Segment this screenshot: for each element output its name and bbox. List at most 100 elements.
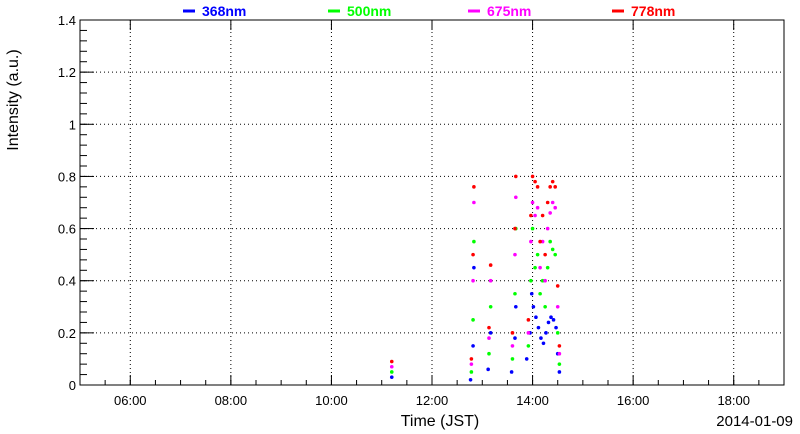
data-point	[488, 331, 493, 335]
data-point	[545, 200, 550, 205]
data-point	[557, 351, 562, 356]
data-point	[526, 318, 531, 322]
y-tick-label: 0.8	[58, 169, 76, 184]
data-point	[546, 320, 551, 325]
legend-label: 778nm	[631, 3, 675, 19]
data-point	[550, 179, 555, 184]
data-point	[557, 344, 562, 348]
data-point	[514, 195, 518, 200]
data-point	[555, 284, 560, 288]
data-point	[529, 291, 534, 296]
data-point	[513, 336, 517, 340]
data-point	[488, 278, 493, 283]
date-label: 2014-01-09	[716, 413, 793, 430]
axes-layer: 06:00 08:00 10:00 12:00 14:00 16:00 18:00 0 0.2 0…	[58, 13, 785, 408]
data-point	[548, 239, 552, 244]
data-point	[540, 213, 545, 218]
data-point	[531, 304, 536, 309]
x-tick-label: 08:00	[215, 393, 248, 408]
plot-frame	[79, 19, 785, 386]
y-tick-label: 0.2	[58, 326, 76, 341]
data-point	[538, 291, 542, 296]
data-point	[548, 211, 552, 215]
y-tick-label: 1.4	[58, 13, 76, 28]
data-point	[545, 226, 550, 231]
data-point	[539, 336, 543, 340]
data-point	[389, 359, 394, 364]
data-point	[555, 304, 560, 309]
data-point	[469, 362, 474, 366]
data-point	[472, 185, 476, 189]
data-point	[535, 252, 540, 257]
data-point	[543, 252, 547, 257]
data-point	[530, 200, 535, 205]
data-point	[514, 304, 518, 309]
data-point	[487, 351, 491, 356]
data-point	[550, 200, 555, 205]
data-point	[513, 252, 517, 257]
x-tick-label: 18:00	[717, 393, 750, 408]
y-tick-label: 0.4	[58, 274, 76, 289]
data-point	[469, 370, 474, 374]
x-axis-title: Time (JST)	[401, 413, 480, 430]
data-point	[543, 304, 547, 309]
data-point	[535, 185, 540, 189]
series-778nm	[389, 174, 562, 364]
data-point	[509, 370, 514, 374]
data-point	[472, 265, 476, 270]
data-point	[510, 357, 515, 361]
data-point	[526, 344, 531, 348]
series-675nm	[389, 195, 562, 369]
data-point	[533, 179, 537, 184]
legend-label: 675nm	[487, 3, 531, 19]
data-point	[513, 226, 517, 231]
data-point	[486, 367, 490, 372]
data-point	[526, 331, 531, 335]
data-point	[471, 252, 475, 257]
data-point	[389, 375, 394, 379]
x-tick-label: 06:00	[114, 393, 147, 408]
y-axis-title: Intensity (a.u.)	[5, 49, 22, 150]
data-point	[553, 185, 557, 189]
data-point	[487, 325, 491, 330]
data-point	[529, 213, 533, 218]
data-point	[549, 315, 553, 320]
y-tick-label: 0	[69, 378, 76, 393]
y-tick-label: 1.2	[58, 65, 76, 80]
data-point	[534, 315, 538, 320]
data-point	[472, 200, 476, 205]
data-point	[554, 325, 558, 330]
y-tick-label: 1	[69, 117, 76, 132]
data-point	[550, 247, 555, 252]
data-point	[488, 304, 493, 309]
data-point	[389, 370, 394, 374]
data-point	[557, 370, 562, 374]
y-tick-label: 0.6	[58, 222, 76, 237]
data-point	[551, 318, 556, 322]
data-point	[389, 364, 394, 369]
data-point	[538, 239, 542, 244]
data-point	[548, 185, 552, 189]
series-500nm	[389, 226, 562, 374]
data-point	[540, 239, 545, 244]
data-point	[524, 357, 529, 361]
x-tick-label: 16:00	[617, 393, 650, 408]
data-point	[536, 325, 541, 330]
data-point	[472, 239, 476, 244]
data-point	[544, 331, 548, 335]
x-tick-label: 10:00	[315, 393, 348, 408]
data-point	[513, 291, 517, 296]
data-point	[557, 362, 562, 366]
data-point	[529, 278, 533, 283]
data-point	[543, 278, 547, 283]
data-point	[553, 252, 557, 257]
data-point	[471, 344, 475, 348]
data-point	[535, 205, 540, 210]
data-point	[533, 213, 537, 218]
legend-label: 500nm	[347, 3, 391, 19]
data-point	[471, 278, 475, 283]
data-point	[510, 331, 515, 335]
data-point	[529, 239, 533, 244]
data-point	[471, 318, 475, 322]
